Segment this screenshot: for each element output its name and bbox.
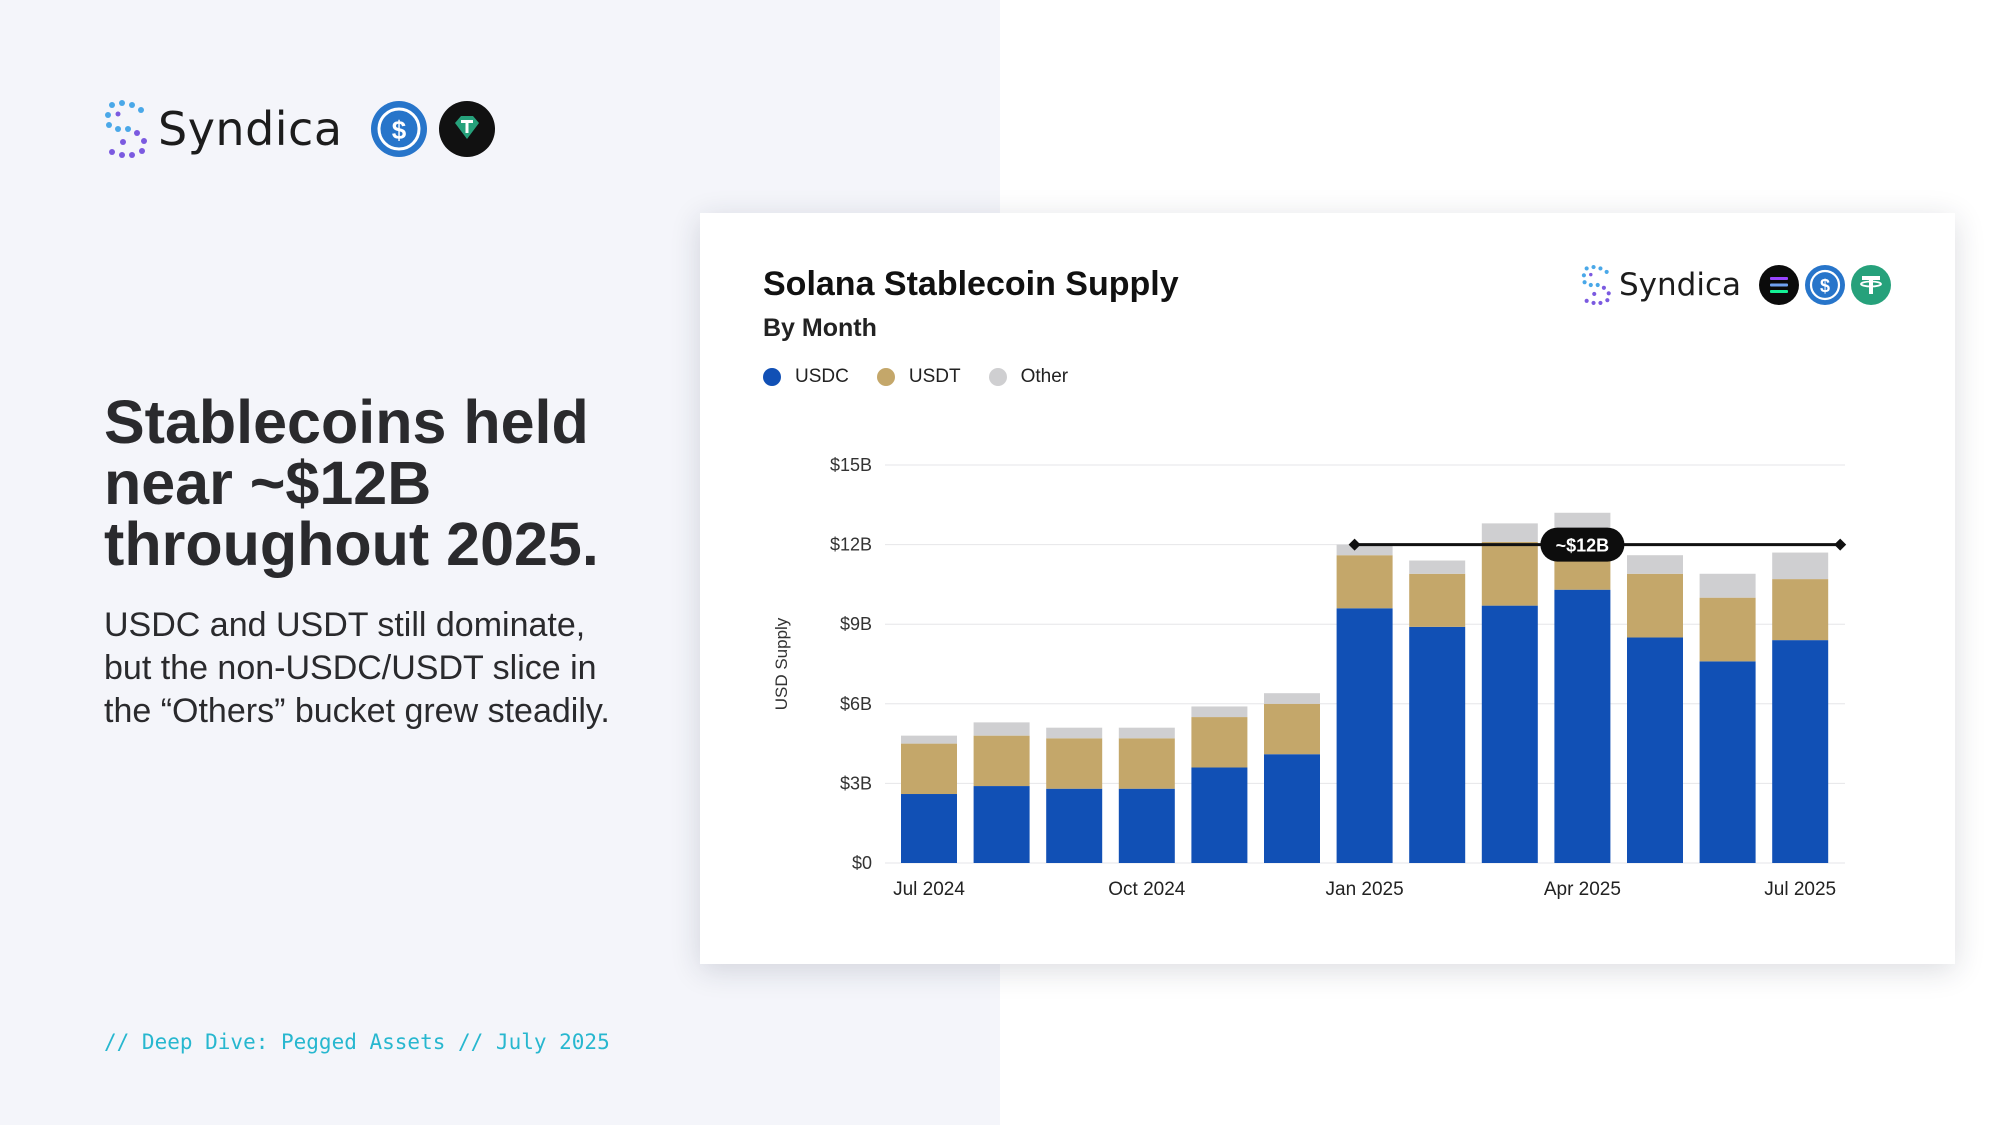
bar-usdt — [1699, 597, 1756, 662]
x-tick-label: Jan 2025 — [1326, 879, 1404, 900]
solana-coin-icon — [1759, 265, 1799, 305]
bar-usdc — [1409, 626, 1466, 863]
tether-coin-icon — [1851, 265, 1891, 305]
chart-title: Solana Stablecoin Supply — [763, 265, 1179, 303]
legend-label-usdc: USDC — [795, 366, 849, 387]
bar-other — [1264, 693, 1320, 704]
y-tick-label: $6B — [840, 694, 872, 714]
bar-usdc — [1481, 605, 1538, 863]
bar-usdc — [1772, 640, 1829, 863]
bar-usdt — [1264, 703, 1320, 755]
bar-usdt — [1772, 579, 1829, 641]
tether-coin-icon — [438, 101, 495, 157]
bar-other — [1627, 555, 1683, 574]
brand-name: Syndica — [158, 102, 343, 156]
bar-usdc — [901, 794, 957, 863]
chart-legend: USDC USDT Other — [763, 366, 1096, 388]
bar-other — [1554, 512, 1611, 532]
subtext: USDC and USDT still dominate, but the no… — [104, 606, 610, 730]
svg-text:$: $ — [1820, 276, 1830, 296]
bar-usdc — [1699, 661, 1756, 863]
syndica-logo-icon — [105, 100, 147, 158]
bar-usdt — [1627, 573, 1683, 638]
bar-other — [1409, 560, 1466, 574]
bar-usdc — [1046, 788, 1103, 863]
bar-other — [1191, 706, 1248, 718]
bar-usdc — [1191, 767, 1248, 863]
chart-subtitle: By Month — [763, 314, 877, 342]
bar-usdc — [973, 786, 1030, 863]
axis-labels: $0 $3B $6B $9B $12B $15B USD Supply Jul 2024 Oct… — [772, 455, 1836, 900]
bar-usdc — [1336, 608, 1393, 863]
annotation-label: ~$12B — [1556, 536, 1610, 556]
x-tick-label: Oct 2024 — [1108, 879, 1186, 900]
legend-swatch-usdc — [763, 368, 781, 386]
annotation-pill — [1540, 527, 1625, 562]
usdc-coin-icon: $ — [370, 101, 427, 157]
bar-usdc — [1554, 589, 1611, 863]
bar-other — [1046, 727, 1103, 739]
legend-item-usdt: USDT — [876, 366, 961, 388]
legend-item-usdc: USDC — [763, 366, 849, 388]
x-tick-label: Jul 2025 — [1764, 879, 1836, 900]
chart-card: Solana Stablecoin Supply By Month USDC U… — [700, 213, 1955, 964]
y-tick-label: $15B — [830, 455, 872, 475]
y-tick-label: $12B — [830, 535, 872, 555]
y-tick-label: $3B — [840, 773, 872, 793]
legend-swatch-other — [988, 368, 1007, 386]
y-axis-title: USD Supply — [772, 617, 791, 710]
card-brand: Syndica $ — [1581, 265, 1891, 305]
bar-usdc — [1627, 637, 1683, 863]
bar-other — [901, 735, 957, 744]
bar-usdt — [1336, 555, 1393, 609]
bar-other — [1699, 573, 1756, 598]
x-tick-label: Apr 2025 — [1544, 879, 1621, 900]
x-tick-label: Jul 2024 — [893, 879, 965, 900]
footer-caption: // Deep Dive: Pegged Assets // July 2025 — [104, 1030, 610, 1054]
bar-usdt — [1409, 573, 1466, 627]
bar-other — [1336, 544, 1393, 556]
annotation-marker-start — [1348, 538, 1361, 551]
bar-usdt — [1481, 541, 1538, 606]
usdc-coin-icon: $ — [1805, 265, 1845, 305]
legend-swatch-usdt — [876, 368, 895, 386]
stacked-bar-chart: ~$12B $0 $3B $6B $9B $12B $15B USD Supply Jul 2… — [772, 455, 1847, 900]
bar-usdt — [1191, 717, 1248, 768]
bar-other — [1772, 552, 1829, 580]
bar-usdt — [1046, 738, 1103, 789]
bars — [901, 512, 1829, 863]
annotation: ~$12B — [1348, 527, 1847, 562]
bar-usdt — [901, 743, 957, 795]
legend-item-other: Other — [988, 366, 1069, 388]
annotation-marker-end — [1834, 538, 1847, 551]
bar-usdt — [973, 735, 1030, 787]
bar-other — [973, 722, 1030, 736]
bar-usdc — [1264, 754, 1320, 863]
svg-text:$: $ — [391, 115, 406, 145]
bar-usdc — [1118, 788, 1175, 863]
syndica-logo-icon — [1581, 265, 1611, 305]
legend-label-other: Other — [1020, 366, 1069, 387]
bar-other — [1118, 727, 1175, 739]
bar-other — [1481, 523, 1538, 542]
card-brand-name: Syndica — [1618, 267, 1741, 303]
headline: Stablecoins held near ~$12B throughout 2… — [104, 388, 599, 578]
bar-usdt — [1118, 738, 1175, 789]
y-tick-label: $0 — [852, 853, 872, 873]
y-tick-label: $9B — [840, 614, 872, 634]
brand-header: Syndica $ — [104, 100, 495, 158]
legend-label-usdt: USDT — [908, 366, 961, 387]
